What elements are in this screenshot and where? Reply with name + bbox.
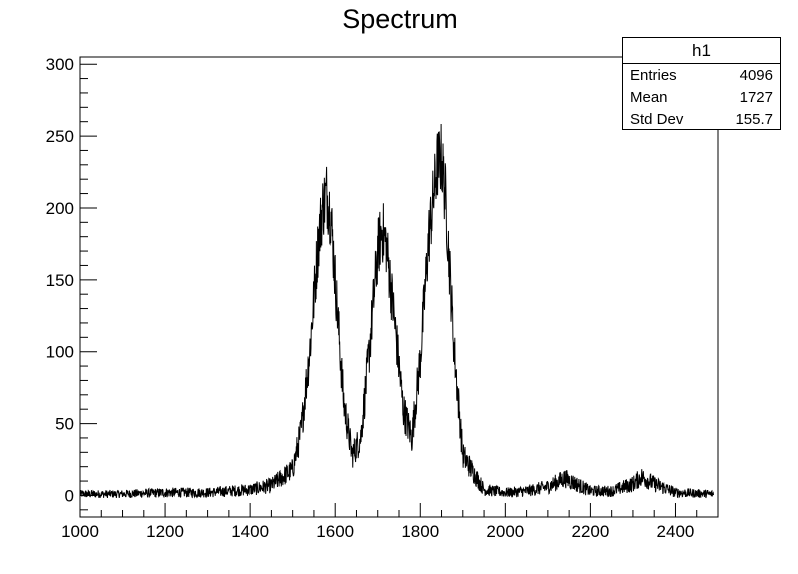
stats-entries-label: Entries bbox=[630, 67, 677, 84]
stats-box-name: h1 bbox=[623, 38, 780, 64]
stats-mean-row: Mean 1727 bbox=[623, 86, 780, 108]
chart-title: Spectrum bbox=[342, 4, 458, 34]
x-tick-label-1200: 1200 bbox=[146, 522, 184, 541]
x-tick-label-1600: 1600 bbox=[316, 522, 354, 541]
stats-entries-value: 4096 bbox=[739, 67, 773, 84]
x-tick-label-1800: 1800 bbox=[401, 522, 439, 541]
y-tick-label-0: 0 bbox=[65, 486, 74, 505]
histogram-series bbox=[79, 124, 715, 499]
x-tick-label-2000: 2000 bbox=[486, 522, 524, 541]
y-tick-label-50: 50 bbox=[55, 415, 74, 434]
x-axis: 1000 1200 1400 1600 1800 2000 2200 2400 bbox=[61, 503, 694, 541]
x-tick-label-1400: 1400 bbox=[231, 522, 269, 541]
x-tick-label-1000: 1000 bbox=[61, 522, 99, 541]
minor-ticks bbox=[80, 78, 719, 517]
y-tick-label-100: 100 bbox=[46, 343, 74, 362]
y-tick-label-150: 150 bbox=[46, 271, 74, 290]
stats-stddev-label: Std Dev bbox=[630, 111, 684, 128]
x-tick-label-2200: 2200 bbox=[571, 522, 609, 541]
y-axis: 0 50 100 150 200 250 300 bbox=[46, 55, 97, 505]
y-tick-label-200: 200 bbox=[46, 199, 74, 218]
stats-stddev-row: Std Dev 155.7 bbox=[623, 108, 780, 130]
stats-entries-row: Entries 4096 bbox=[623, 64, 780, 86]
y-tick-label-300: 300 bbox=[46, 55, 74, 74]
y-tick-label-250: 250 bbox=[46, 127, 74, 146]
stats-box: h1 Entries 4096 Mean 1727 Std Dev 155.7 bbox=[622, 37, 781, 130]
stats-mean-label: Mean bbox=[630, 89, 668, 106]
x-tick-label-2400: 2400 bbox=[657, 522, 695, 541]
stats-stddev-value: 155.7 bbox=[735, 111, 773, 128]
stats-mean-value: 1727 bbox=[739, 89, 773, 106]
